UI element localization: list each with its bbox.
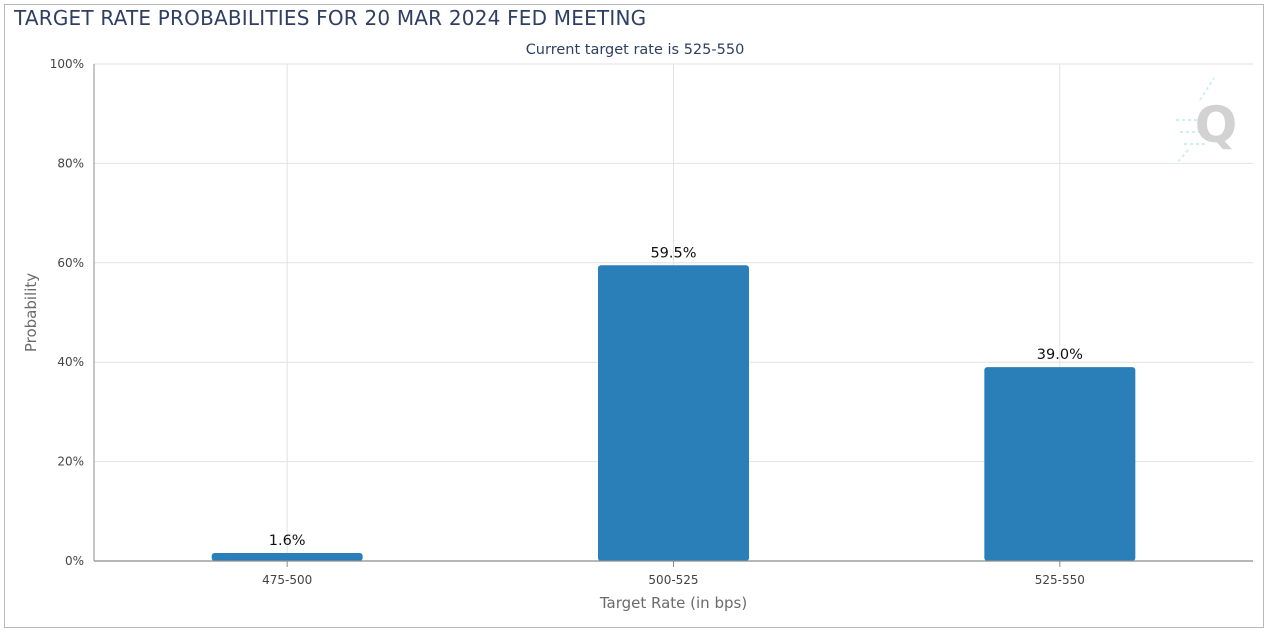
x-tick-label: 525-550 bbox=[1035, 573, 1085, 587]
y-tick-label: 40% bbox=[57, 355, 84, 369]
bars: 1.6% 59.5% 39.0% bbox=[211, 245, 1136, 561]
bar-500-525[interactable] bbox=[598, 265, 749, 561]
x-tick-label: 500-525 bbox=[648, 573, 698, 587]
x-axis-label: Target Rate (in bps) bbox=[599, 594, 747, 612]
y-tick-label: 80% bbox=[57, 156, 84, 170]
y-tick-label: 20% bbox=[57, 455, 84, 469]
y-axis-label: Probability bbox=[22, 273, 40, 352]
y-tick-label: 100% bbox=[50, 57, 84, 71]
bar-475-500[interactable] bbox=[211, 553, 363, 561]
x-tick-label: 475-500 bbox=[262, 573, 312, 587]
bar-525-550[interactable] bbox=[984, 367, 1136, 561]
y-tick-label: 60% bbox=[57, 256, 84, 270]
data-label: 39.0% bbox=[1037, 347, 1083, 363]
axes: 0% 20% 40% 60% 80% 100% 475-500 500-525 525-550 bbox=[50, 57, 1253, 587]
svg-text:Q: Q bbox=[1195, 96, 1238, 154]
q-logo-icon: Q bbox=[1176, 77, 1238, 163]
chart-subtitle: Current target rate is 525-550 bbox=[525, 42, 745, 58]
data-label: 1.6% bbox=[269, 533, 306, 549]
data-label: 59.5% bbox=[650, 245, 696, 261]
y-tick-label: 0% bbox=[65, 554, 84, 568]
chart-title: TARGET RATE PROBABILITIES FOR 20 MAR 202… bbox=[14, 6, 647, 30]
